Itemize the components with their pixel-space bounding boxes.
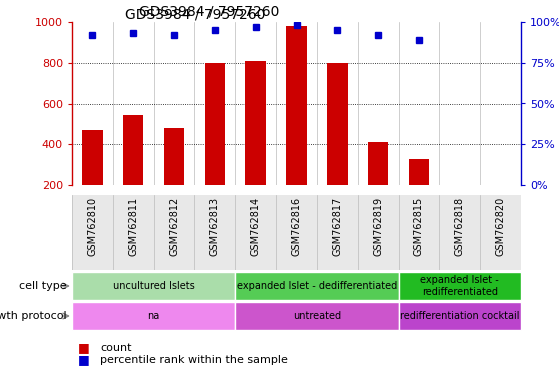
Bar <box>409 159 429 185</box>
Text: expanded Islet -
redifferentiated: expanded Islet - redifferentiated <box>420 275 499 297</box>
Bar <box>235 302 399 330</box>
Text: GSM762813: GSM762813 <box>210 197 220 257</box>
Bar <box>286 26 307 185</box>
Bar <box>235 272 399 300</box>
Text: GSM762818: GSM762818 <box>455 197 465 257</box>
Text: expanded Islet - dedifferentiated: expanded Islet - dedifferentiated <box>237 281 397 291</box>
Bar <box>368 142 389 185</box>
Bar <box>123 115 144 185</box>
Text: growth protocol: growth protocol <box>0 311 67 321</box>
Text: redifferentiation cocktail: redifferentiation cocktail <box>400 311 519 321</box>
Text: GSM762820: GSM762820 <box>496 197 505 257</box>
Text: GSM762812: GSM762812 <box>169 197 179 257</box>
Text: na: na <box>148 311 160 321</box>
Text: GSM762817: GSM762817 <box>332 197 342 257</box>
Bar <box>72 272 235 300</box>
Bar <box>72 302 235 330</box>
Text: percentile rank within the sample: percentile rank within the sample <box>100 355 288 365</box>
Text: count: count <box>100 343 131 353</box>
Text: untreated: untreated <box>293 311 341 321</box>
Bar <box>399 272 521 300</box>
Text: GSM762811: GSM762811 <box>128 197 138 257</box>
Text: GSM762819: GSM762819 <box>373 197 383 257</box>
Text: cell type: cell type <box>19 281 67 291</box>
Text: GSM762810: GSM762810 <box>87 197 97 257</box>
Bar <box>164 128 184 185</box>
Text: GSM762816: GSM762816 <box>291 197 301 257</box>
Text: GDS3984 / 7957260: GDS3984 / 7957260 <box>139 4 280 18</box>
Bar <box>82 130 103 185</box>
Text: GSM762815: GSM762815 <box>414 197 424 257</box>
Bar <box>399 302 521 330</box>
Bar <box>245 61 266 185</box>
Text: uncultured Islets: uncultured Islets <box>113 281 195 291</box>
Bar <box>205 63 225 185</box>
Text: GSM762814: GSM762814 <box>250 197 260 257</box>
Text: GDS3984 / 7957260: GDS3984 / 7957260 <box>125 8 266 22</box>
Text: ■: ■ <box>78 341 89 354</box>
Bar <box>327 63 348 185</box>
Text: ■: ■ <box>78 354 89 366</box>
